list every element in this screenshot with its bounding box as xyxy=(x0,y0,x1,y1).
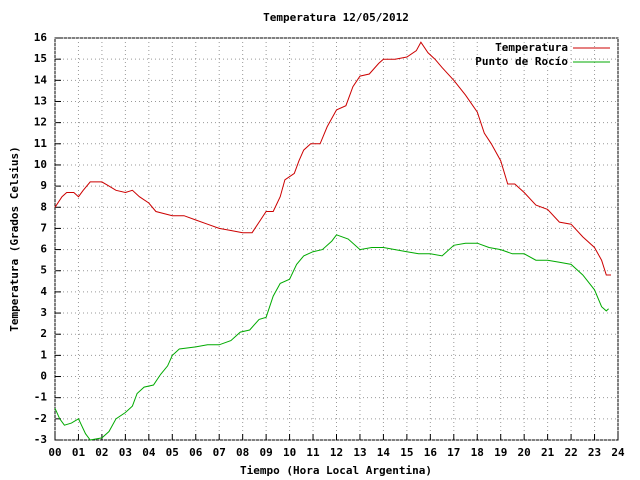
x-tick-label: 05 xyxy=(166,446,179,459)
x-tick-label: 14 xyxy=(377,446,391,459)
y-tick-label: -1 xyxy=(34,391,48,404)
y-tick-label: 16 xyxy=(34,31,48,44)
x-tick-label: 13 xyxy=(353,446,366,459)
chart-title: Temperatura 12/05/2012 xyxy=(263,11,409,24)
x-tick-label: 02 xyxy=(95,446,108,459)
series-line xyxy=(54,234,609,441)
x-tick-label: 09 xyxy=(260,446,273,459)
x-tick-label: 18 xyxy=(471,446,484,459)
x-tick-label: 08 xyxy=(236,446,249,459)
y-axis-label: Temperatura (Grados Celsius) xyxy=(8,146,21,331)
x-tick-label: 22 xyxy=(564,446,577,459)
x-tick-label: 19 xyxy=(494,446,507,459)
y-tick-label: -3 xyxy=(34,433,47,446)
x-tick-label: 21 xyxy=(541,446,555,459)
x-tick-label: 03 xyxy=(119,446,132,459)
x-tick-label: 00 xyxy=(48,446,61,459)
series-line xyxy=(54,41,611,276)
x-tick-label: 17 xyxy=(447,446,460,459)
x-axis-label: Tiempo (Hora Local Argentina) xyxy=(240,464,432,477)
y-tick-label: 2 xyxy=(40,327,47,340)
legend-label: Punto de Rocío xyxy=(475,55,568,68)
y-tick-label: -2 xyxy=(34,412,47,425)
y-tick-label: 7 xyxy=(40,221,47,234)
y-tick-label: 5 xyxy=(40,264,47,277)
y-tick-label: 3 xyxy=(40,306,47,319)
x-tick-label: 12 xyxy=(330,446,343,459)
y-tick-label: 14 xyxy=(34,73,48,86)
x-tick-label: 10 xyxy=(283,446,296,459)
y-tick-label: 4 xyxy=(40,285,47,298)
x-tick-label: 07 xyxy=(213,446,226,459)
y-tick-label: 11 xyxy=(34,137,48,150)
y-tick-label: 6 xyxy=(40,243,47,256)
x-tick-label: 11 xyxy=(306,446,320,459)
x-tick-label: 16 xyxy=(424,446,438,459)
y-tick-label: 0 xyxy=(40,370,47,383)
x-tick-label: 04 xyxy=(142,446,156,459)
x-tick-label: 20 xyxy=(518,446,531,459)
y-tick-label: 8 xyxy=(40,200,47,213)
x-tick-label: 23 xyxy=(588,446,601,459)
x-tick-label: 06 xyxy=(189,446,203,459)
x-tick-label: 01 xyxy=(72,446,86,459)
y-tick-label: 13 xyxy=(34,94,47,107)
y-tick-label: 15 xyxy=(34,52,47,65)
x-tick-label: 24 xyxy=(611,446,625,459)
legend-label: Temperatura xyxy=(495,41,568,54)
x-tick-label: 15 xyxy=(400,446,413,459)
y-tick-label: 10 xyxy=(34,158,47,171)
y-tick-label: 9 xyxy=(40,179,47,192)
y-tick-label: 12 xyxy=(34,116,47,129)
y-tick-label: 1 xyxy=(40,348,47,361)
